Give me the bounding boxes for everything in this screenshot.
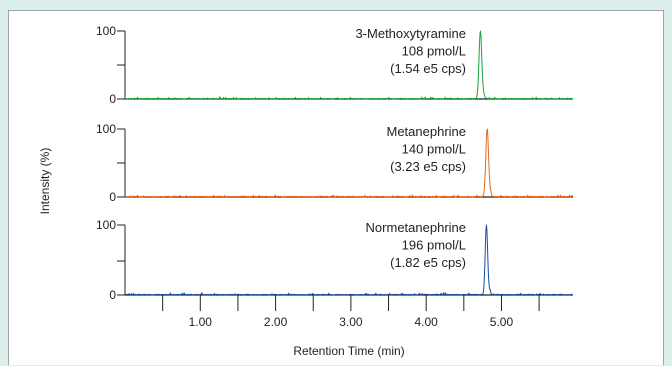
y-tick-label: 0 [109,92,116,106]
x-tick-label: 2.00 [264,315,288,329]
x-tick-label: 4.00 [414,315,438,329]
series-trace-1 [124,30,574,100]
x-tick-label: 5.00 [490,315,514,329]
annotation-line: 108 pmol/L [402,44,466,59]
x-tick-label: 3.00 [339,315,363,329]
chart-frame: 100 0 3-Methoxytyramine 108 pmol/L (1.54 e5 … [8,10,664,365]
annotation-line: (3.23 e5 cps) [390,159,466,174]
y-axis-title: Intensity (%) [38,148,52,215]
y-tick-label: 0 [109,288,116,302]
chromatogram-chart: 100 0 3-Methoxytyramine 108 pmol/L (1.54 e5 … [38,24,574,358]
y-tick-label: 0 [109,190,116,204]
y-tick-label: 100 [96,122,116,136]
annotation-line: (1.82 e5 cps) [390,255,466,270]
annotation-line: Normetanephrine [366,220,466,235]
annotation-line: Metanephrine [387,124,467,139]
y-tick-label: 100 [96,24,116,38]
annotation-line: (1.54 e5 cps) [390,61,466,76]
series-trace-3 [124,224,574,296]
series-trace-2 [124,128,574,198]
annotation-line: 3-Methoxytyramine [355,26,466,41]
y-tick-label: 100 [96,218,116,232]
annotation-line: 140 pmol/L [402,142,466,157]
annotation-line: 196 pmol/L [402,238,466,253]
x-tick-label: 1.00 [189,315,213,329]
x-axis-title: Retention Time (min) [293,344,404,358]
